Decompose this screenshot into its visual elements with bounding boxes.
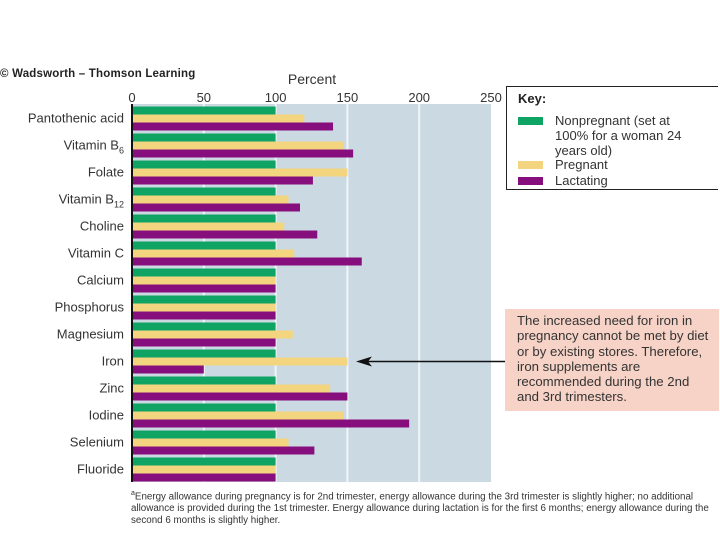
- bar-nonpregnant-zinc: [132, 376, 276, 385]
- bar-lactating-folate: [132, 176, 313, 185]
- copyright-credit: © Wadsworth – Thomson Learning: [0, 68, 196, 80]
- x-tick-label: 100: [265, 90, 287, 105]
- bar-pregnant-vitamin-b6: [132, 141, 344, 150]
- legend-item-nonpregnant: Nonpregnant (set at 100% for a woman 24 …: [518, 113, 705, 158]
- legend-title: Key:: [518, 91, 547, 106]
- bar-pregnant-choline: [132, 222, 285, 231]
- bar-pregnant-magnesium: [132, 330, 293, 339]
- bar-pregnant-vitamin-c: [132, 249, 295, 258]
- legend-label: Pregnant: [555, 157, 608, 172]
- bar-pregnant-fluoride: [132, 465, 276, 474]
- bar-lactating-iodine: [132, 419, 410, 428]
- bar-pregnant-iodine: [132, 411, 344, 420]
- category-label: Choline: [80, 219, 124, 234]
- category-label: Magnesium: [57, 327, 124, 342]
- legend-item-pregnant: Pregnant: [518, 157, 705, 172]
- legend-swatch-pregnant: [518, 161, 543, 169]
- category-label: Phosphorus: [55, 300, 125, 315]
- bar-nonpregnant-selenium: [132, 430, 276, 439]
- bar-pregnant-vitamin-b12: [132, 195, 289, 204]
- bar-nonpregnant-phosphorus: [132, 295, 276, 304]
- iron-annotation-arrow: [356, 356, 505, 367]
- bar-nonpregnant-vitamin-b6: [132, 133, 276, 142]
- x-tick-label: 0: [128, 90, 135, 105]
- bar-lactating-iron: [132, 365, 204, 374]
- footnote-text: Energy allowance during pregnancy is for…: [131, 491, 709, 527]
- bar-lactating-calcium: [132, 284, 276, 293]
- iron-annotation-box: The increased need for iron in pregnancy…: [505, 309, 719, 411]
- bar-lactating-vitamin-b12: [132, 203, 301, 212]
- bar-pregnant-iron: [132, 357, 348, 366]
- bar-lactating-fluoride: [132, 473, 276, 482]
- bar-pregnant-phosphorus: [132, 303, 276, 312]
- arrow-head-icon: [356, 356, 372, 367]
- category-label: Zinc: [99, 381, 124, 396]
- category-label: Calcium: [77, 273, 124, 288]
- bar-pregnant-zinc: [132, 384, 331, 393]
- bar-nonpregnant-fluoride: [132, 457, 276, 466]
- legend-swatch-nonpregnant: [518, 117, 543, 125]
- category-label: Iodine: [89, 408, 124, 423]
- bar-lactating-vitamin-c: [132, 257, 362, 266]
- legend-label: Nonpregnant (set at 100% for a woman 24 …: [555, 113, 682, 158]
- legend-swatch-lactating: [518, 177, 543, 185]
- category-label: Vitamin B12: [59, 192, 124, 210]
- bar-lactating-selenium: [132, 446, 315, 455]
- category-label: Vitamin C: [68, 246, 124, 261]
- bar-nonpregnant-vitamin-b12: [132, 187, 276, 196]
- category-label: Folate: [88, 165, 124, 180]
- bar-lactating-zinc: [132, 392, 348, 401]
- category-label: Fluoride: [77, 462, 124, 477]
- legend: Key: Nonpregnant (set at 100% for a woma…: [506, 86, 718, 190]
- bar-lactating-phosphorus: [132, 311, 276, 320]
- bar-pregnant-folate: [132, 168, 348, 177]
- bar-pregnant-selenium: [132, 438, 289, 447]
- bar-nonpregnant-iodine: [132, 403, 276, 412]
- bar-nonpregnant-pantothenic-acid: [132, 106, 276, 115]
- x-tick-label: 250: [480, 90, 502, 105]
- x-tick-label: 50: [197, 90, 211, 105]
- category-label: Selenium: [70, 435, 124, 450]
- footnote-marker: a: [131, 490, 135, 497]
- bar-lactating-pantothenic-acid: [132, 122, 334, 131]
- x-tick-label: 150: [337, 90, 359, 105]
- footnote: aEnergy allowance during pregnancy is fo…: [131, 488, 711, 527]
- bar-nonpregnant-iron: [132, 349, 276, 358]
- bar-nonpregnant-calcium: [132, 268, 276, 277]
- x-tick-label: 200: [408, 90, 430, 105]
- bar-nonpregnant-folate: [132, 160, 276, 169]
- bar-lactating-magnesium: [132, 338, 276, 347]
- bar-nonpregnant-vitamin-c: [132, 241, 276, 250]
- bar-lactating-choline: [132, 230, 318, 239]
- bar-nonpregnant-magnesium: [132, 322, 276, 331]
- category-label: Pantothenic acid: [28, 111, 124, 126]
- bar-lactating-vitamin-b6: [132, 149, 354, 158]
- bar-pregnant-calcium: [132, 276, 276, 285]
- bar-pregnant-pantothenic-acid: [132, 114, 305, 123]
- legend-label: Lactating: [555, 173, 608, 188]
- category-label: Vitamin B6: [64, 138, 124, 156]
- legend-item-lactating: Lactating: [518, 173, 705, 188]
- bar-nonpregnant-choline: [132, 214, 276, 223]
- category-label: Iron: [102, 354, 124, 369]
- x-axis-label: Percent: [288, 71, 336, 87]
